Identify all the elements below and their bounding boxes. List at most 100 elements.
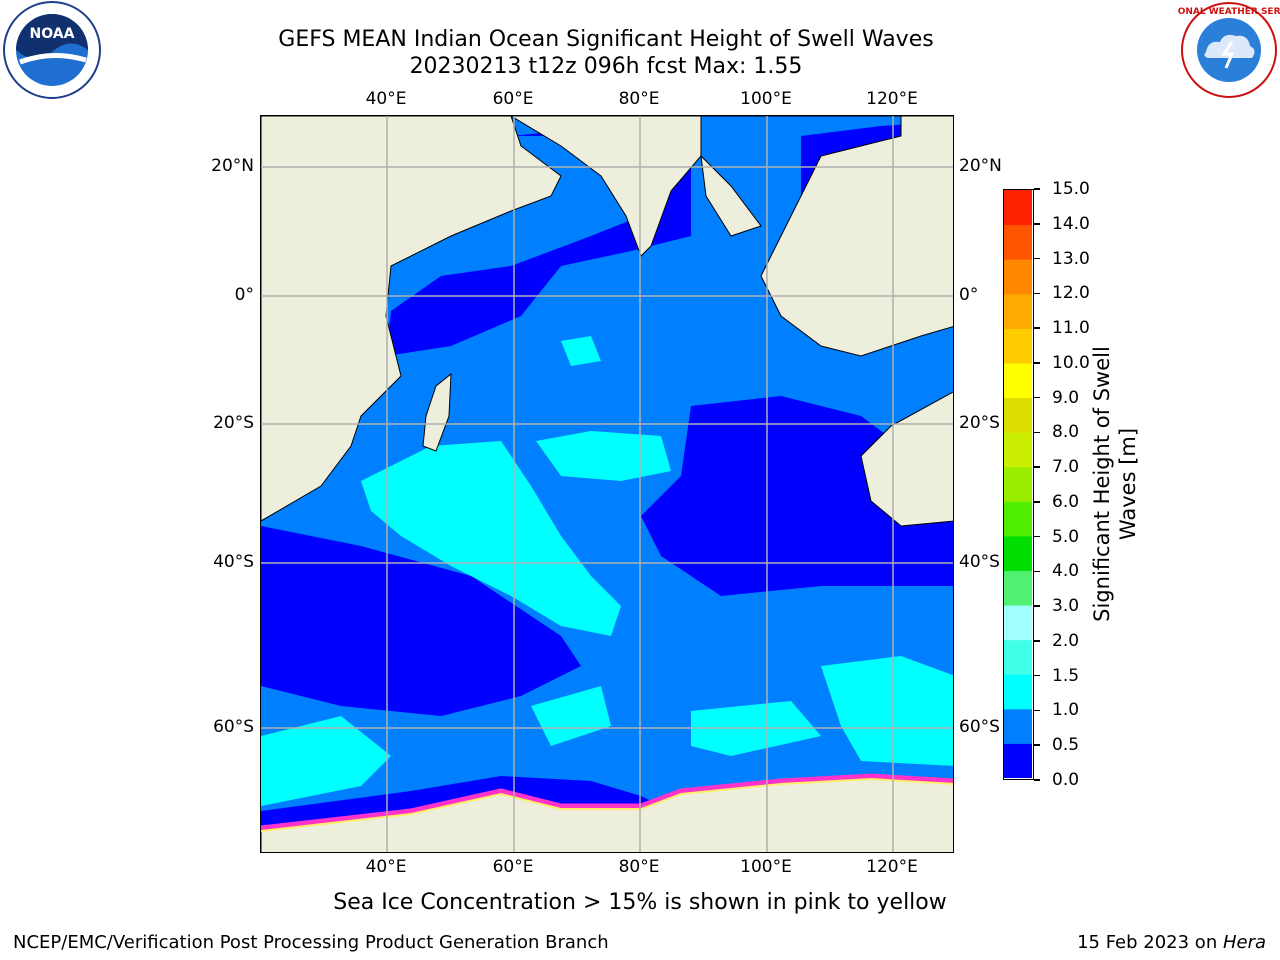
colorbar-tick-label: 9.0: [1052, 387, 1080, 408]
lat-label-right: 40°S: [959, 552, 1000, 572]
lon-label-bottom: 60°E: [492, 857, 534, 877]
chart-title: GEFS MEAN Indian Ocean Significant Heigh…: [278, 27, 934, 52]
colorbar-tick-mark: [1034, 779, 1040, 781]
colorbar-swatch: [1004, 639, 1032, 675]
colorbar-tick-label: 6.0: [1052, 491, 1080, 512]
lon-label-top: 120°E: [866, 89, 918, 109]
colorbar-tick-mark: [1034, 674, 1040, 677]
lon-label-top: 80°E: [618, 89, 660, 109]
date-text: 15 Feb 2023 on Hera: [1077, 932, 1266, 953]
colorbar-swatch: [1004, 466, 1032, 502]
lon-label-bottom: 120°E: [866, 857, 918, 877]
ocean-swell-0-0.5: [261, 526, 581, 716]
lat-label-left: 0°: [234, 285, 254, 305]
colorbar-tick-mark: [1034, 744, 1040, 746]
lon-label-bottom: 80°E: [618, 857, 660, 877]
colorbar: [1003, 189, 1034, 780]
nws-logo: NATIONAL WEATHER SERVICE: [1154, 0, 1280, 100]
colorbar-swatch: [1004, 743, 1032, 778]
colorbar-swatch: [1004, 293, 1032, 329]
colorbar-tick-mark: [1034, 466, 1040, 468]
colorbar-swatch: [1004, 501, 1032, 537]
colorbar-tick-mark: [1034, 223, 1040, 225]
colorbar-tick-mark: [1034, 605, 1040, 607]
noaa-logo-text: NOAA: [30, 26, 75, 42]
lon-label-bottom: 100°E: [740, 857, 792, 877]
land-australia: [860, 391, 953, 527]
lat-label-right: 20°N: [959, 156, 1002, 176]
lon-label-top: 60°E: [492, 89, 534, 109]
date-value: 15 Feb 2023 on: [1077, 932, 1223, 953]
colorbar-tick-mark: [1034, 292, 1040, 295]
colorbar-tick-label: 1.5: [1052, 665, 1080, 686]
colorbar-label: Significant Height of Swell Waves [m]: [1090, 346, 1140, 622]
ocean-swell-1.0-1.5: [361, 441, 621, 636]
lat-label-right: 20°S: [959, 413, 1000, 433]
colorbar-tick-label: 1.0: [1052, 700, 1080, 721]
colorbar-tick-mark: [1034, 257, 1040, 260]
sea-ice-edge: [261, 773, 953, 831]
colorbar-tick-label: 7.0: [1052, 457, 1080, 478]
land-africa-arabia: [261, 116, 562, 522]
lon-label-bottom: 40°E: [365, 857, 407, 877]
noaa-logo: NOAA: [0, 0, 104, 100]
colorbar-tick-label: 4.0: [1052, 561, 1080, 582]
land-madagascar: [422, 372, 452, 452]
colorbar-tick-label: 3.0: [1052, 596, 1080, 617]
lat-label-right: 60°S: [959, 717, 1000, 737]
chart-subtitle: 20230213 t12z 096h fcst Max: 1.55: [409, 54, 803, 79]
ocean-swell-1.0-1.5: [261, 716, 391, 806]
colorbar-tick-label: 11.0: [1052, 318, 1090, 339]
colorbar-swatch: [1004, 674, 1032, 710]
credit-text: NCEP/EMC/Verification Post Processing Pr…: [13, 932, 609, 953]
ocean-swell-1.0-1.5: [536, 431, 671, 481]
colorbar-tick-mark: [1034, 327, 1040, 329]
colorbar-swatch: [1004, 708, 1032, 744]
colorbar-ticks: 0.0 0.5 1.0 1.5 2.0 3.0 4.0 5.0 6.0 7.0 8.0 9.0 10.0…: [1034, 179, 1116, 790]
colorbar-tick-label: 14.0: [1052, 213, 1090, 234]
colorbar-tick-label: 0.5: [1052, 735, 1080, 756]
colorbar-tick-label: 5.0: [1052, 526, 1080, 547]
sea-ice-edge-inner: [261, 777, 953, 832]
colorbar-swatch: [1004, 535, 1032, 571]
colorbar-tick-mark: [1034, 362, 1040, 364]
colorbar-swatch: [1004, 397, 1032, 433]
lat-label-left: 40°S: [213, 552, 254, 572]
lon-label-top: 100°E: [740, 89, 792, 109]
ocean-swell-1.0-1.5: [821, 656, 953, 766]
colorbar-swatch: [1004, 190, 1032, 226]
colorbar-tick-label: 15.0: [1052, 179, 1090, 199]
map-panel: [260, 115, 954, 853]
colorbar-tick-mark: [1034, 431, 1040, 434]
map-gridlines: [261, 116, 953, 852]
ocean-swell-1.0-1.5: [561, 336, 601, 366]
nws-logo-text: NATIONAL WEATHER SERVICE: [1178, 7, 1280, 17]
lat-label-left: 60°S: [213, 717, 254, 737]
colorbar-swatch: [1004, 259, 1032, 295]
lat-label-right: 0°: [959, 285, 979, 305]
colorbar-tick-mark: [1034, 640, 1040, 642]
sea-ice-note: Sea Ice Concentration > 15% is shown in …: [333, 890, 947, 915]
colorbar-swatch: [1004, 224, 1032, 260]
colorbar-tick-label: 12.0: [1052, 283, 1090, 304]
colorbar-swatch: [1004, 328, 1032, 364]
colorbar-tick-mark: [1034, 501, 1040, 503]
colorbar-tick-mark: [1034, 188, 1040, 190]
lat-label-left: 20°S: [213, 413, 254, 433]
land-india: [510, 116, 702, 257]
colorbar-swatch: [1004, 570, 1032, 606]
colorbar-swatch: [1004, 605, 1032, 641]
colorbar-tick-label: 10.0: [1052, 352, 1090, 373]
colorbar-tick-label: 2.0: [1052, 630, 1080, 651]
colorbar-tick-mark: [1034, 396, 1040, 399]
colorbar-tick-label: 8.0: [1052, 422, 1080, 443]
ocean-swell-1.0-1.5: [531, 686, 611, 746]
machine-name: Hera: [1222, 932, 1266, 953]
colorbar-tick-mark: [1034, 709, 1040, 712]
colorbar-tick-label: 13.0: [1052, 248, 1090, 269]
colorbar-swatch: [1004, 432, 1032, 468]
colorbar-tick-label: 0.0: [1052, 770, 1080, 790]
lon-label-top: 40°E: [365, 89, 407, 109]
lat-label-left: 20°N: [211, 156, 254, 176]
colorbar-swatch: [1004, 362, 1032, 399]
